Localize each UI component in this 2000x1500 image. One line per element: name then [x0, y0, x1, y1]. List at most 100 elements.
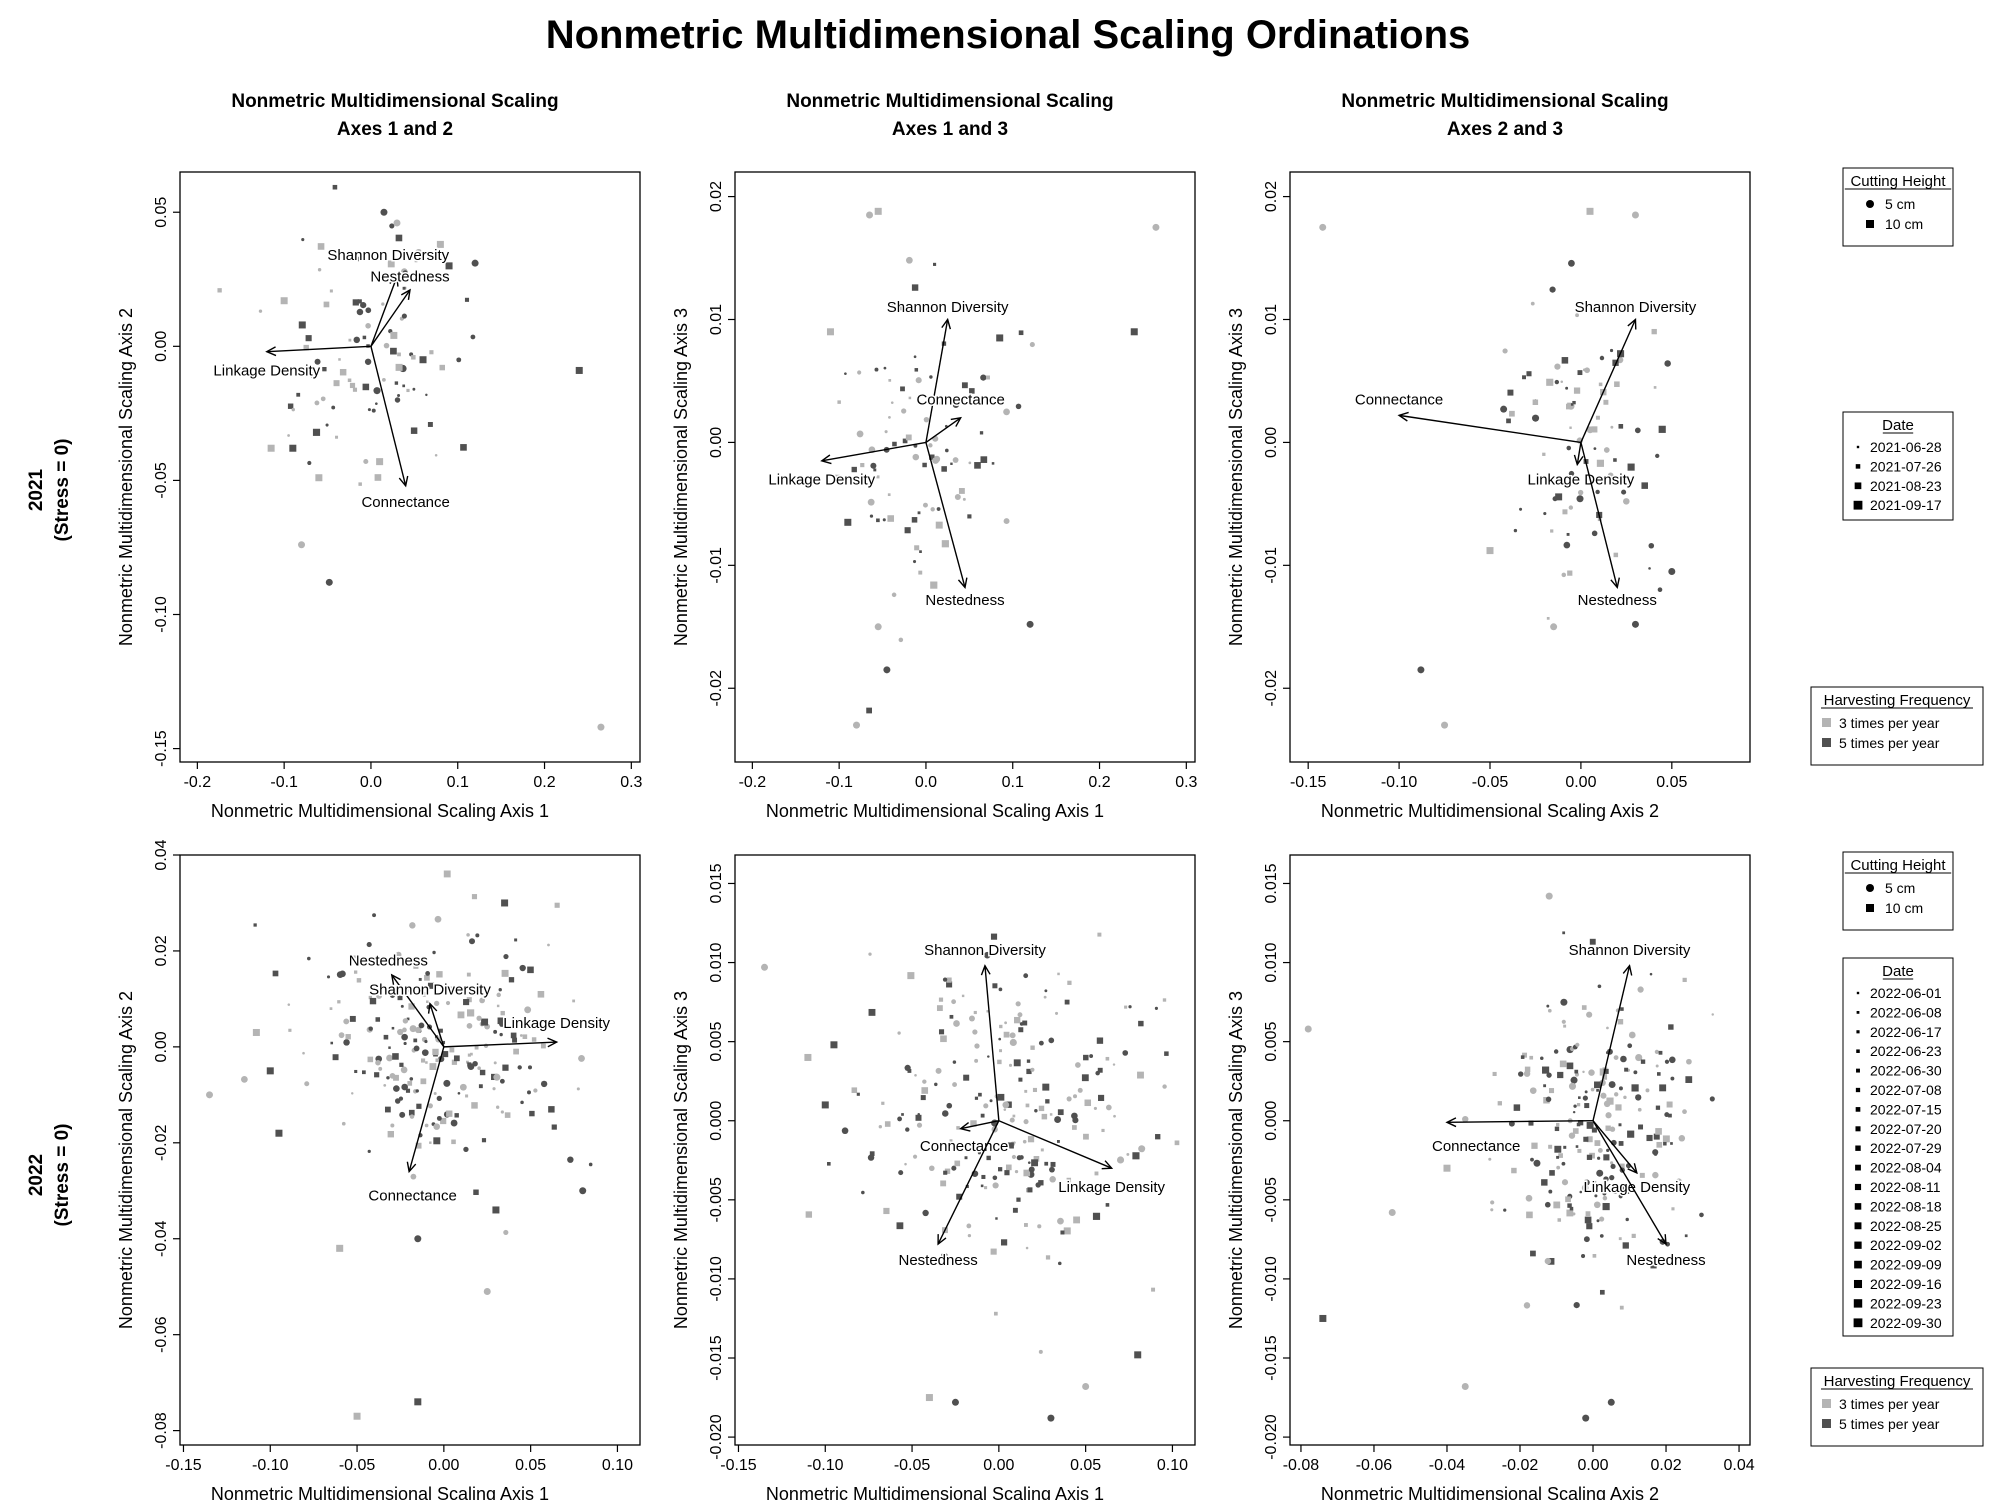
point-circle	[326, 975, 331, 979]
point-square	[1619, 1163, 1625, 1169]
point-circle	[1653, 1151, 1658, 1156]
point-circle	[1649, 972, 1653, 976]
x-tick-label: 0.10	[602, 1457, 633, 1474]
point-square	[497, 1017, 505, 1025]
point-square	[911, 517, 918, 523]
point-square	[1057, 972, 1060, 976]
vector-line	[1576, 442, 1582, 465]
point-square	[1096, 1037, 1104, 1044]
vector-arrowhead	[406, 1161, 417, 1174]
point-square	[1022, 1020, 1028, 1026]
row-stress-2021: (Stress = 0)	[52, 439, 73, 542]
point-square	[935, 521, 943, 529]
point-circle	[1607, 1398, 1615, 1406]
point-square	[347, 378, 352, 383]
point-circle	[1529, 1087, 1537, 1094]
point-square	[479, 1069, 486, 1076]
point-square	[390, 347, 397, 355]
point-circle	[1089, 1054, 1094, 1058]
point-square	[999, 1049, 1003, 1053]
point-circle	[1023, 1119, 1029, 1125]
point-square	[1023, 1169, 1031, 1177]
point-circle	[1540, 1056, 1544, 1060]
point-circle	[951, 999, 957, 1005]
point-square	[531, 1037, 537, 1042]
legend-box	[1842, 167, 1954, 247]
point-square	[397, 995, 403, 1001]
point-square	[1567, 570, 1573, 576]
point-square	[508, 977, 515, 983]
point-square	[921, 1087, 929, 1094]
x-tick-label: 0.05	[1656, 774, 1687, 791]
point-square	[973, 1010, 977, 1015]
point-square	[1098, 1094, 1105, 1101]
point-circle	[1686, 1058, 1692, 1065]
y-tick-label: -0.015	[708, 1335, 725, 1380]
point-square	[1553, 1201, 1561, 1209]
point-square	[961, 994, 965, 998]
point-square	[426, 1000, 429, 1004]
point-circle	[1588, 1069, 1595, 1076]
legend-date-symbol	[1854, 482, 1862, 490]
legend-item-label: 2022-09-30	[1870, 1315, 1942, 1331]
point-circle	[1488, 1157, 1492, 1161]
point-circle	[1023, 973, 1029, 979]
legend-harvesting-frequency: Harvesting Frequency 3 times per year 5 ti…	[1810, 686, 1984, 766]
vector-line	[1446, 1120, 1594, 1124]
point-circle	[1635, 1094, 1642, 1101]
point-circle	[386, 1054, 393, 1062]
point-square	[938, 1029, 945, 1035]
point-circle	[1635, 1053, 1643, 1062]
point-square	[1569, 1206, 1574, 1211]
point-square	[1531, 1142, 1538, 1149]
point-square	[441, 1040, 446, 1045]
point-circle	[1531, 414, 1540, 422]
row-label-2022: 2022 (Stress = 0)	[26, 1124, 73, 1227]
point-square	[408, 1109, 415, 1116]
vector-line	[370, 346, 407, 486]
point-square	[471, 1102, 478, 1109]
point-square	[500, 1010, 505, 1016]
legend-item-label: 2022-06-08	[1870, 1004, 1942, 1020]
legend-item-label: 5 times per year	[1839, 735, 1940, 751]
point-circle	[1628, 1031, 1636, 1039]
x-tick-label: -0.05	[894, 1457, 931, 1474]
point-square	[338, 358, 341, 361]
point-circle	[1603, 447, 1610, 453]
x-tick-label: -0.1	[825, 774, 853, 791]
x-tick-label: 0.00	[1565, 774, 1596, 791]
vector-line	[391, 974, 445, 1048]
legend-item-label: 5 cm	[1885, 880, 1915, 896]
point-square	[1025, 1103, 1030, 1108]
point-square	[395, 363, 403, 371]
y-tick-label: 0.00	[153, 1031, 170, 1062]
point-square	[1486, 547, 1494, 555]
point-circle	[883, 666, 891, 674]
point-square	[946, 946, 950, 951]
point-square	[1592, 1253, 1597, 1258]
point-square	[1584, 1216, 1592, 1224]
point-circle	[940, 1252, 948, 1260]
point-square	[367, 1056, 374, 1063]
point-circle	[1544, 1257, 1552, 1265]
point-square	[513, 1048, 519, 1055]
point-square	[1663, 1141, 1667, 1146]
legend-item-label: 2022-06-23	[1870, 1043, 1942, 1059]
point-square	[908, 396, 912, 400]
point-square	[317, 243, 325, 250]
point-circle	[870, 462, 877, 469]
point-circle	[397, 394, 401, 398]
legend-box	[1810, 1367, 1984, 1447]
point-circle	[503, 1229, 509, 1236]
point-circle	[1517, 1071, 1524, 1077]
point-circle	[363, 458, 369, 465]
point-circle	[1596, 1169, 1604, 1177]
point-square	[954, 1160, 961, 1167]
point-circle	[1502, 348, 1508, 354]
point-circle	[1568, 1132, 1576, 1139]
point-square	[1586, 1136, 1593, 1143]
point-square	[956, 1193, 963, 1200]
vector-label: Connectance	[920, 1138, 1008, 1155]
point-square	[310, 372, 317, 378]
point-square	[501, 969, 509, 977]
